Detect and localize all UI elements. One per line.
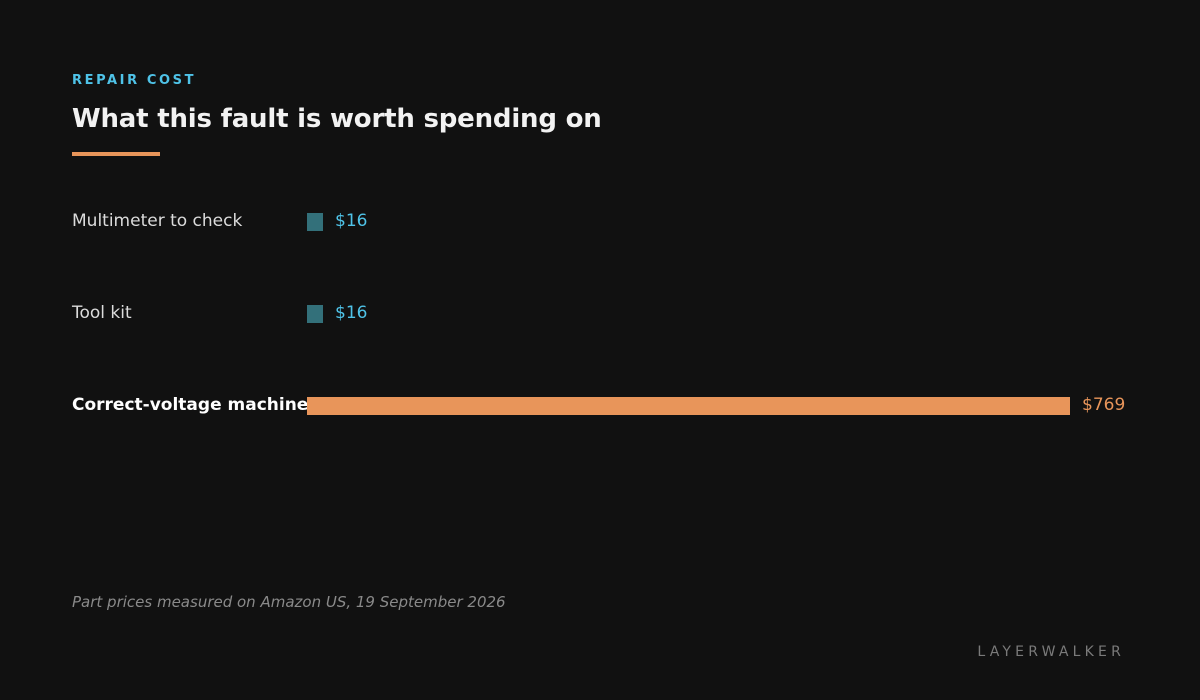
bar-row: Multimeter to check $16 [0, 207, 1200, 237]
bar-value-label: $16 [335, 303, 368, 323]
bar-row: Tool kit $16 [0, 299, 1200, 329]
bar [307, 305, 323, 323]
bar [307, 397, 1070, 415]
bar-value-label: $16 [335, 211, 368, 231]
footnote: Part prices measured on Amazon US, 19 Se… [72, 593, 506, 611]
bar-label: Multimeter to check [72, 211, 243, 231]
bar-label: Correct-voltage machine [72, 395, 309, 415]
bar-value-label: $769 [1082, 395, 1126, 415]
chart-title: What this fault is worth spending on [72, 104, 602, 134]
bar-row: Correct-voltage machine $769 [0, 391, 1200, 421]
brand-wordmark: LAYERWALKER [977, 644, 1125, 660]
title-underline [72, 152, 160, 156]
bar-label: Tool kit [72, 303, 132, 323]
bar [307, 213, 323, 231]
eyebrow-label: REPAIR COST [72, 73, 197, 88]
